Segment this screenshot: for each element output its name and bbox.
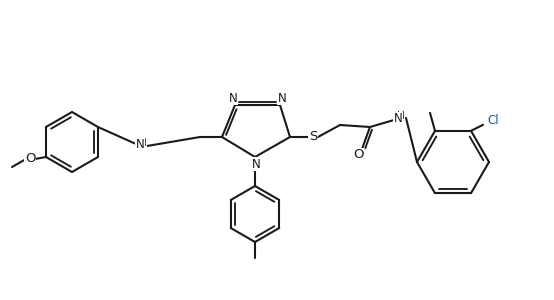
Text: Cl: Cl (487, 114, 499, 127)
Text: N: N (252, 158, 260, 170)
Text: H: H (139, 138, 147, 148)
Text: N: N (394, 112, 402, 125)
Text: O: O (25, 152, 35, 166)
Text: S: S (309, 130, 317, 143)
Text: N: N (278, 92, 286, 104)
Text: N: N (136, 139, 145, 152)
Text: N: N (229, 92, 237, 104)
Text: O: O (353, 148, 363, 161)
Text: H: H (397, 111, 405, 121)
